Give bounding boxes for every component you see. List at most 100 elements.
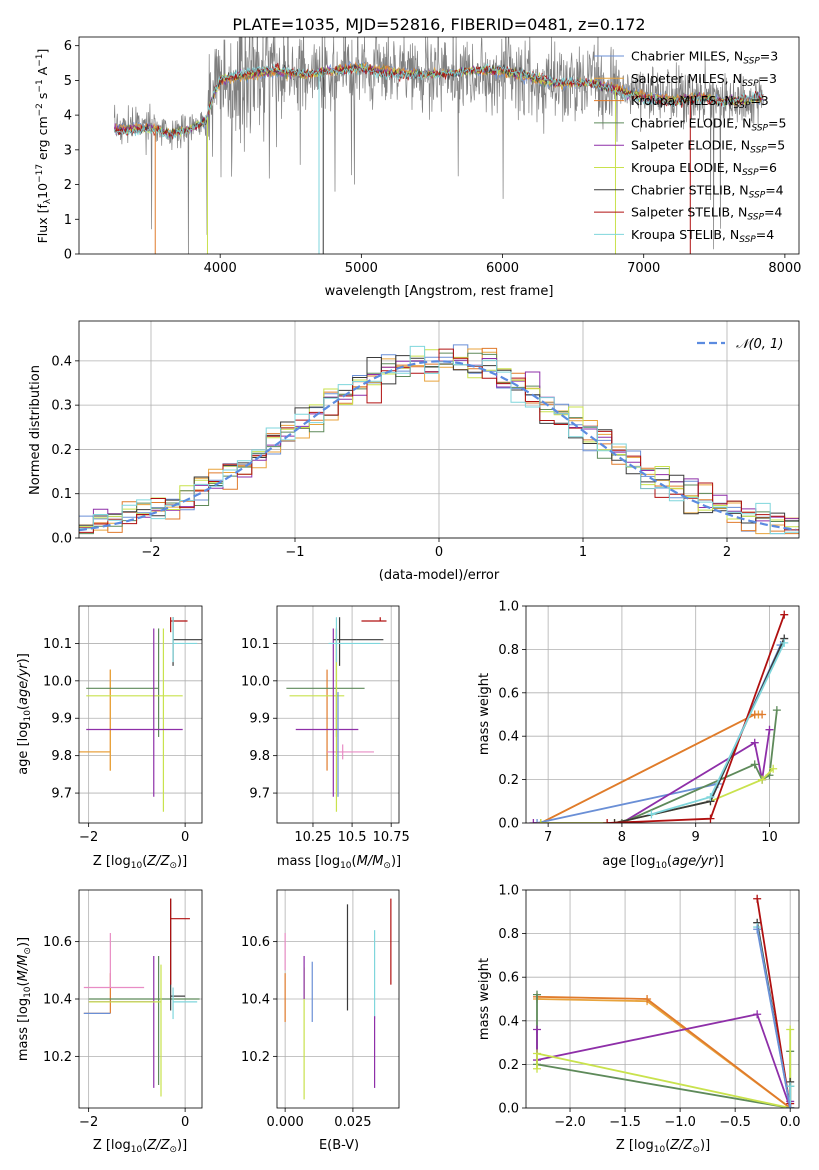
x-tick-label: −2.0 <box>554 1115 586 1130</box>
weight-marker <box>750 738 759 747</box>
x-tick-label: 0.000 <box>267 1115 304 1130</box>
age_vs_mass-points <box>286 617 387 812</box>
age_vs_Z-axes: −2 0 9.7 9.8 9.9 10.0 10.1 <box>43 606 202 845</box>
x-tick-label: −1 <box>285 545 304 560</box>
weight-marker <box>786 1025 795 1034</box>
legend-label: Chabrier STELIB, NSSP=4 <box>631 182 784 200</box>
weight-marker <box>758 775 767 784</box>
weight-marker <box>750 760 759 769</box>
mass_vs_EBV-points <box>284 898 392 1100</box>
weight-marker <box>765 725 774 734</box>
y-tick-label: 0.0 <box>51 532 72 547</box>
y-tick-label: 0.8 <box>498 927 519 942</box>
y-tick-label: 0.2 <box>498 1058 519 1073</box>
weight-vs-age-y-label: mass weight <box>477 673 492 755</box>
mass-vs-Z-x-label: Z [log10(Z/Z⊙)] <box>93 1138 187 1155</box>
y-tick-label: 0.2 <box>51 443 72 458</box>
y-tick-label: 9.8 <box>51 749 72 764</box>
x-tick-label: −1.0 <box>664 1115 696 1130</box>
x-tick-label: −1.5 <box>609 1115 641 1130</box>
x-tick-label: 10.75 <box>373 830 410 845</box>
weight_vs_Z-frame <box>525 889 800 1109</box>
age-vs-Z-y-label: age [log10(age/yr)] <box>16 653 33 775</box>
mass_vs_Z-points <box>83 898 200 1097</box>
weight-marker <box>758 710 767 719</box>
x-tick-label: 7000 <box>627 261 660 276</box>
x-tick-label: 2 <box>723 545 731 560</box>
weight-vs-age-x-label: age [log10(age/yr)] <box>602 854 724 871</box>
y-tick-label: 0.0 <box>498 1102 519 1117</box>
weight-vs-Z-x-label: Z [log10(Z/Z⊙)] <box>616 1138 710 1155</box>
spectrum-legend: Chabrier MILES, NSSP=3 Salpeter MILES, NS… <box>594 49 786 245</box>
y-tick-label: 10.4 <box>241 993 270 1008</box>
y-tick-label: 9.9 <box>249 712 270 727</box>
weight_vs_Z-axes: −2.0 −1.5 −1.0 −0.5 0.0 0.0 0.2 0.4 0.6 0.8 1.0 <box>498 884 800 1131</box>
x-tick-label: −2 <box>79 1115 98 1130</box>
weight_vs_age-series <box>529 610 789 823</box>
weight-marker <box>643 995 652 1003</box>
weight-line <box>621 710 778 823</box>
age-vs-Z-x-label: Z [log10(Z/Z⊙)] <box>93 854 187 871</box>
y-tick-label: 1.0 <box>498 600 519 615</box>
age_vs_mass-axes: 10.25 10.5 10.75 9.7 9.8 9.9 10.0 10.1 <box>241 606 410 845</box>
x-tick-label: 8000 <box>768 261 801 276</box>
weight_vs_Z-series <box>533 894 795 1108</box>
age_vs_Z-points <box>79 617 202 812</box>
y-tick-label: 10.2 <box>43 1050 72 1065</box>
x-tick-label: 5000 <box>345 261 378 276</box>
y-tick-label: 0.4 <box>498 1014 519 1029</box>
weight-marker <box>786 1104 795 1108</box>
weight-marker <box>750 710 759 719</box>
legend-label: 𝒩(0, 1) <box>736 337 783 352</box>
y-tick-label: 0 <box>64 248 72 263</box>
spectrum-axes: 4000 5000 6000 7000 8000 0 1 2 3 4 5 6 <box>64 39 802 276</box>
x-tick-label: −0.5 <box>719 1115 751 1130</box>
spectrum-x-label: wavelength [Angstrom, rest frame] <box>325 284 554 299</box>
weight-marker <box>533 990 542 999</box>
y-tick-label: 3 <box>64 143 72 158</box>
weight-marker <box>617 819 626 823</box>
x-tick-label: 4000 <box>204 261 237 276</box>
y-tick-label: 10.2 <box>241 1050 270 1065</box>
y-tick-label: 9.8 <box>249 749 270 764</box>
gaussian-curve <box>79 360 797 532</box>
y-tick-label: 0.1 <box>51 487 72 502</box>
weight_vs_age-frame <box>525 605 800 824</box>
mass_vs_Z-axes: −2 0 10.2 10.4 10.6 <box>43 890 202 1130</box>
weight-line <box>536 644 782 823</box>
legend-label: Salpeter MILES, NSSP=3 <box>631 71 777 89</box>
x-tick-label: 10.5 <box>338 830 367 845</box>
weight-marker <box>753 925 762 934</box>
weight-line <box>614 638 786 823</box>
y-tick-label: 0.0 <box>498 817 519 832</box>
weight-marker <box>769 764 778 773</box>
x-tick-label: 0 <box>181 830 189 845</box>
weight-marker <box>533 1025 542 1034</box>
mass-vs-Z-y-label: mass [log10(M/M⊙)] <box>16 937 33 1061</box>
y-tick-label: 4 <box>64 109 72 124</box>
y-tick-label: 0.3 <box>51 399 72 414</box>
weight_vs_age-axes: 7 8 9 10 0.0 0.2 0.4 0.6 0.8 1.0 <box>498 600 799 845</box>
x-tick-label: −2 <box>79 830 98 845</box>
x-tick-label: 0 <box>435 545 443 560</box>
y-tick-label: 5 <box>64 74 72 89</box>
legend-label: Salpeter STELIB, NSSP=4 <box>631 205 782 223</box>
weight-marker <box>610 819 619 823</box>
x-tick-label: 0.025 <box>334 1115 371 1130</box>
y-tick-label: 0.6 <box>498 971 519 986</box>
weight-marker <box>786 1082 795 1091</box>
x-tick-label: 10 <box>761 830 778 845</box>
residuals-frame <box>78 320 800 539</box>
weight-marker <box>753 1010 762 1019</box>
x-tick-label: 6000 <box>486 261 519 276</box>
weight-marker <box>536 819 545 823</box>
x-tick-label: −2 <box>141 545 160 560</box>
weight-marker <box>603 819 612 823</box>
legend-label: Chabrier MILES, NSSP=3 <box>631 49 778 67</box>
y-tick-label: 6 <box>64 39 72 54</box>
y-tick-label: 0.4 <box>51 354 72 369</box>
histogram-lines <box>79 344 799 535</box>
weight-marker <box>706 814 715 823</box>
